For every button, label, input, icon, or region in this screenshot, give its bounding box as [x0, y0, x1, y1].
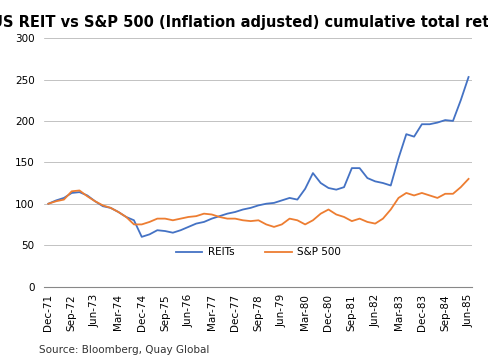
REITs — [426, 122, 432, 126]
REITs — [465, 75, 470, 79]
S&P 500 — [457, 185, 463, 189]
REITs — [154, 228, 160, 232]
S&P 500 — [465, 177, 470, 181]
Line: S&P 500: S&P 500 — [48, 179, 468, 227]
Legend: REITs, S&P 500: REITs, S&P 500 — [172, 243, 344, 261]
Text: Source: Bloomberg, Quay Global: Source: Bloomberg, Quay Global — [39, 345, 209, 355]
S&P 500 — [123, 215, 129, 219]
S&P 500 — [146, 220, 152, 224]
REITs — [92, 199, 98, 203]
S&P 500 — [270, 225, 276, 229]
REITs — [208, 216, 214, 221]
S&P 500 — [426, 193, 432, 197]
REITs — [123, 215, 129, 219]
REITs — [139, 235, 144, 239]
REITs — [457, 98, 463, 102]
S&P 500 — [92, 199, 98, 203]
Title: US REIT vs S&P 500 (Inflation adjusted) cumulative total returns: US REIT vs S&P 500 (Inflation adjusted) … — [0, 15, 488, 30]
S&P 500 — [45, 202, 51, 206]
REITs — [45, 202, 51, 206]
Line: REITs: REITs — [48, 77, 468, 237]
S&P 500 — [201, 211, 206, 216]
